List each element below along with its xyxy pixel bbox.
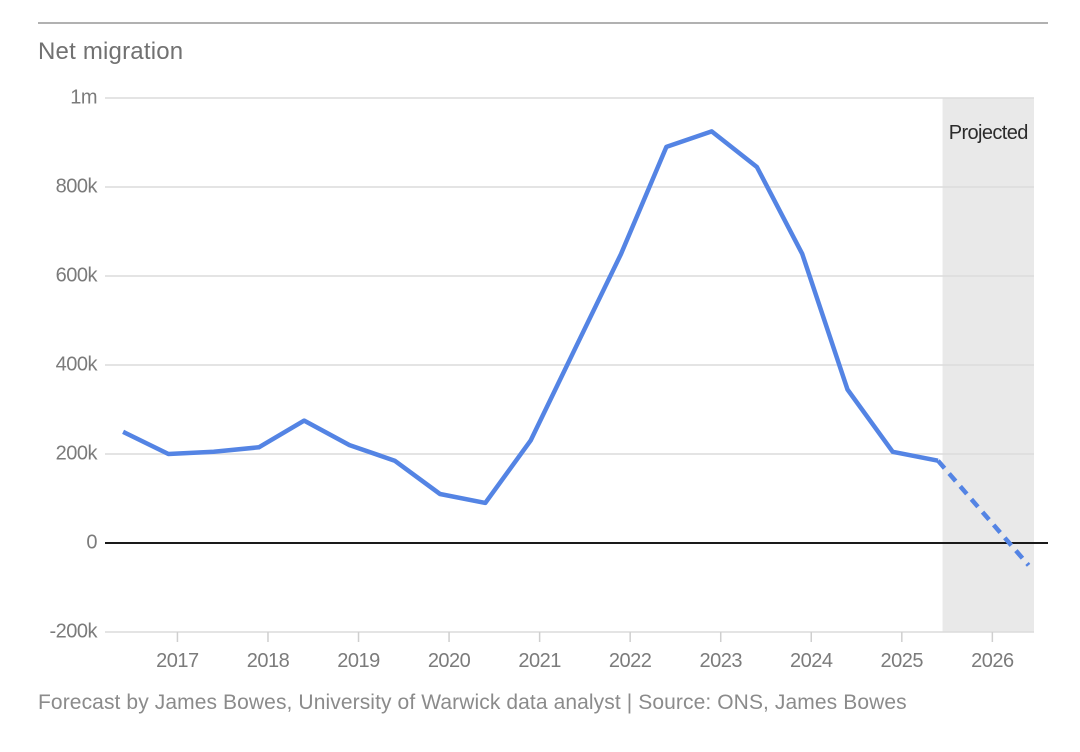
x-axis-label: 2019 [337, 650, 380, 672]
x-axis-label: 2023 [699, 650, 742, 672]
y-axis-label: 0 [86, 531, 97, 554]
x-axis-label: 2024 [790, 650, 833, 672]
projected-region-label: Projected [948, 122, 1029, 144]
x-axis-label: 2020 [427, 650, 471, 672]
x-axis-label: 2026 [971, 650, 1014, 672]
y-axis-label: 800k [55, 175, 98, 198]
y-axis-label: 200k [55, 442, 98, 465]
y-axis-label: 600k [55, 264, 98, 287]
projected-line [936, 459, 1031, 567]
x-axis-label: 2018 [246, 650, 290, 672]
page-title: Net migration [38, 38, 184, 65]
y-axis-label: 1m [70, 86, 97, 109]
x-axis-label: 2025 [880, 650, 924, 672]
x-axis-label: 2017 [156, 650, 199, 672]
y-axis-label: 400k [55, 353, 98, 376]
header-divider [38, 22, 1048, 24]
x-axis-label: 2021 [518, 650, 561, 672]
y-axis-label: -200k [49, 620, 97, 643]
source-note: Forecast by James Bowes, University of W… [38, 691, 907, 714]
actual-line [122, 129, 939, 506]
x-axis-label: 2022 [608, 650, 652, 672]
